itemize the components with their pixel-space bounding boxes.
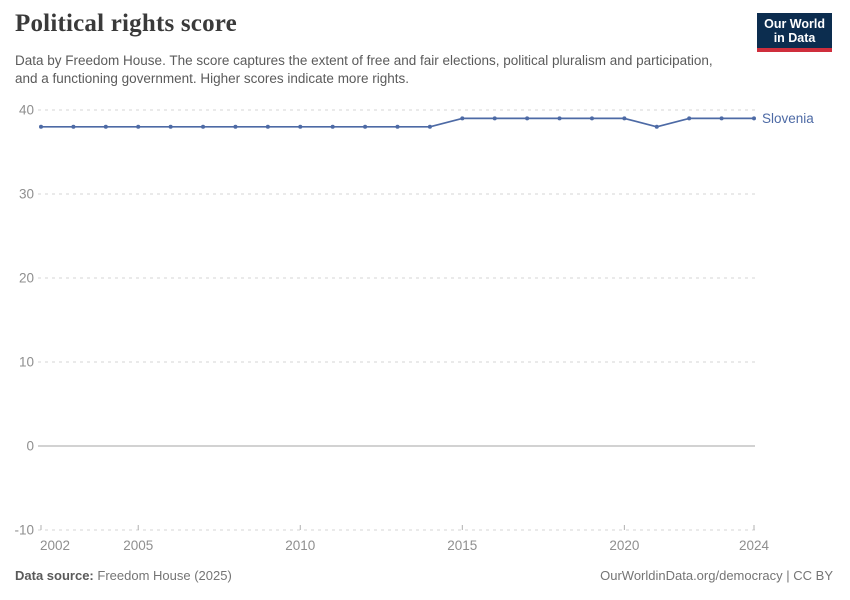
data-point-2021 (654, 124, 659, 129)
y-axis-tick-label-30: 30 (19, 187, 34, 202)
y-axis-tick-label-0: 0 (26, 439, 34, 454)
data-point-2005 (136, 124, 141, 129)
y-axis-tick-label--10: -10 (14, 523, 34, 538)
x-axis-tick-label-2005: 2005 (123, 538, 153, 553)
x-axis-tick-label-2002: 2002 (40, 538, 70, 553)
data-point-2022 (687, 116, 692, 121)
x-axis-tick-label-2024: 2024 (739, 538, 770, 553)
data-point-2018 (557, 116, 562, 121)
data-point-2003 (71, 124, 76, 129)
x-axis-tick-label-2020: 2020 (609, 538, 639, 553)
data-point-2014 (427, 124, 432, 129)
data-point-2024 (752, 116, 756, 121)
data-source[interactable]: Data source: Freedom House (2025) (15, 568, 232, 583)
data-point-2006 (168, 124, 173, 129)
owid-logo-line2: in Data (773, 31, 816, 45)
data-point-2004 (103, 124, 108, 129)
data-point-2002 (39, 124, 43, 129)
y-axis-tick-label-40: 40 (19, 103, 34, 118)
data-point-2013 (395, 124, 400, 129)
y-axis-tick-label-10: 10 (19, 355, 34, 370)
chart-subtitle: Data by Freedom House. The score capture… (15, 53, 713, 86)
data-point-2011 (330, 124, 335, 129)
data-source-label: Data source: (15, 568, 94, 583)
series-label-slovenia: Slovenia (762, 111, 814, 126)
data-point-2009 (265, 124, 270, 129)
owid-logo[interactable]: Our World in Data (757, 13, 832, 52)
data-point-2010 (298, 124, 303, 129)
data-point-2019 (589, 116, 594, 121)
data-point-2015 (460, 116, 465, 121)
data-source-value: Freedom House (2025) (97, 568, 232, 583)
x-axis-tick-label-2010: 2010 (285, 538, 315, 553)
data-point-2020 (622, 116, 627, 121)
owid-logo-line1: Our World (764, 17, 825, 31)
x-axis-tick-label-2015: 2015 (447, 538, 477, 553)
data-point-2017 (525, 116, 530, 121)
data-point-2016 (492, 116, 497, 121)
chart-footer: Data source: Freedom House (2025) OurWor… (15, 568, 833, 583)
data-point-2023 (719, 116, 724, 121)
page-title: Political rights score (15, 10, 237, 37)
y-axis-tick-label-20: 20 (19, 271, 34, 286)
data-point-2012 (363, 124, 368, 129)
data-point-2008 (233, 124, 238, 129)
attribution-link[interactable]: OurWorldinData.org/democracy | CC BY (600, 568, 833, 583)
data-point-2007 (201, 124, 206, 129)
